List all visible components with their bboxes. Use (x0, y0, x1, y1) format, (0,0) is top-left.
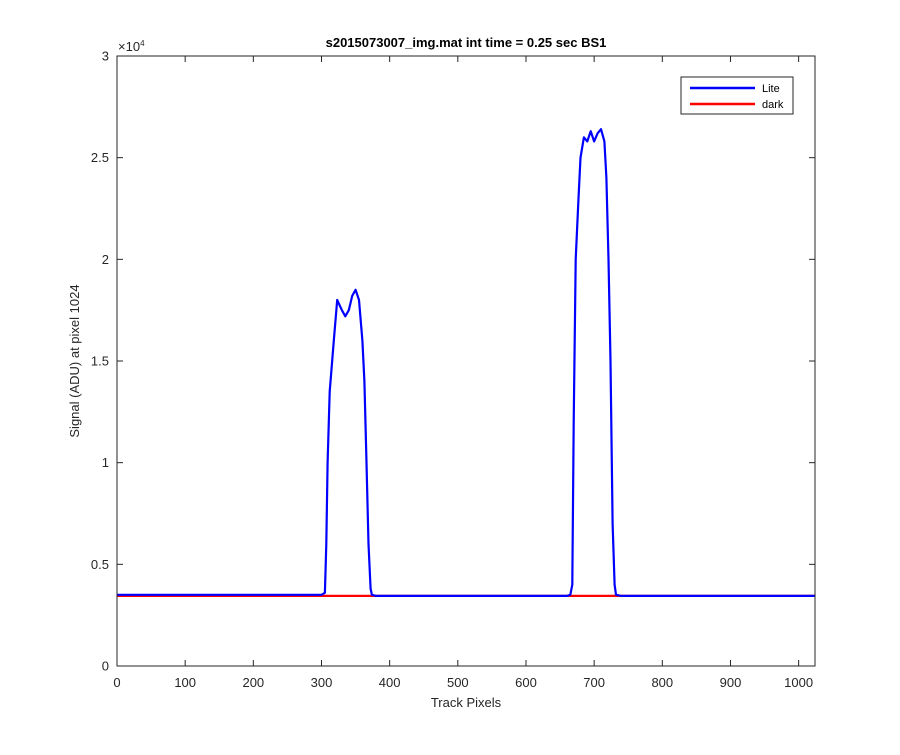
legend-box (680, 76, 794, 115)
x-tick-label: 0 (113, 675, 120, 690)
x-axis-label: Track Pixels (431, 695, 502, 710)
axes-background (117, 56, 815, 666)
y-tick-label: 2.5 (91, 150, 109, 165)
legend-label-dark: dark (762, 99, 784, 111)
x-tick-label: 500 (447, 675, 469, 690)
x-tick-label: 100 (174, 675, 196, 690)
x-tick-label: 1000 (784, 675, 813, 690)
y-tick-label: 0 (102, 659, 109, 674)
y-tick-label: 3 (102, 49, 109, 64)
x-tick-label: 400 (379, 675, 401, 690)
y-tick-label: 1 (102, 455, 109, 470)
series-layer (117, 128, 815, 598)
axes-box (116, 55, 816, 667)
x-tick-label: 800 (651, 675, 673, 690)
y-tick-label: 1.5 (91, 354, 109, 369)
x-tick-label: 700 (583, 675, 605, 690)
y-axis-label: Signal (ADU) at pixel 1024 (67, 284, 82, 437)
legend-label-lite: Lite (762, 83, 780, 95)
legend: Lite dark (680, 76, 794, 115)
y-tick-label: 0.5 (91, 557, 109, 572)
ticks-layer: 0 100 200 300 400 500 600 700 800 900 1000 0 0.5 1 1.5… (91, 49, 815, 690)
y-tick-label: 2 (102, 252, 109, 267)
y-exponent-label: ×104 (118, 39, 145, 54)
series-line-lite (117, 128, 815, 598)
chart-title: s2015073007_img.mat int time = 0.25 sec … (326, 35, 607, 50)
x-tick-label: 600 (515, 675, 537, 690)
x-tick-label: 900 (720, 675, 742, 690)
x-tick-label: 200 (242, 675, 264, 690)
x-tick-label: 300 (311, 675, 333, 690)
